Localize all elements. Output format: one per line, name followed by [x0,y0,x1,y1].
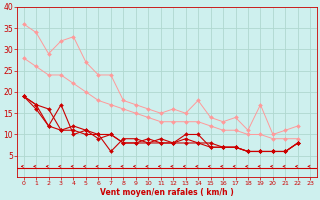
X-axis label: Vent moyen/en rafales ( km/h ): Vent moyen/en rafales ( km/h ) [100,188,234,197]
